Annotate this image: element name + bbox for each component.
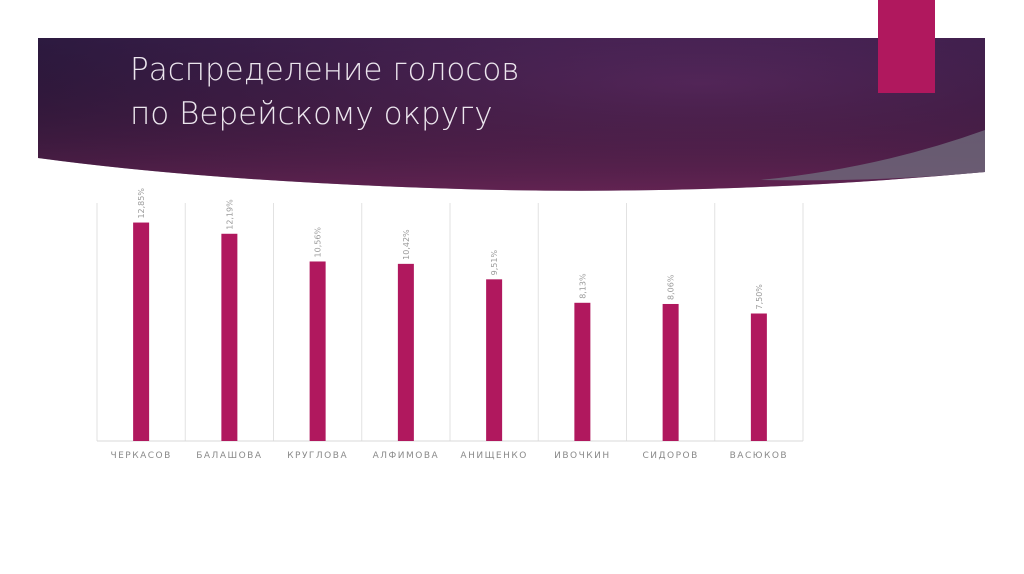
accent-block [878,0,935,93]
x-tick-label: АНИЩЕНКО [460,451,527,461]
value-label: 8,13% [578,273,587,299]
x-tick-label: КРУГЛОВА [287,451,348,461]
value-label: 12,85% [137,188,146,219]
slide-title: Распределение голосов по Верейскому окру… [130,52,520,132]
bar [574,302,591,441]
bar [221,233,238,441]
bar [397,263,414,441]
bar [309,261,326,441]
x-tick-label: ЧЕРКАСОВ [110,451,171,461]
bar [133,222,150,441]
value-label: 9,51% [490,250,499,276]
value-label: 10,42% [402,229,411,260]
x-tick-label: СИДОРОВ [642,451,698,461]
x-tick-label: ИВОЧКИН [554,451,611,461]
header-stripe [760,130,985,181]
value-label: 10,56% [314,227,323,258]
plot-area: ЧЕРКАСОВ 12,85% БАЛАШОВА 12,19% КРУГЛОВА 10,5… [96,188,804,461]
bar [750,313,767,441]
x-tick-label: ВАСЮКОВ [730,451,788,461]
x-tick-label: БАЛАШОВА [196,451,262,461]
bar [662,303,679,441]
value-label: 7,50% [755,284,764,310]
value-label: 8,06% [667,274,676,300]
x-tick-label: АЛФИМОВА [373,451,440,461]
value-label: 12,19% [225,199,234,230]
bar [486,279,503,441]
header-shade [38,38,985,191]
